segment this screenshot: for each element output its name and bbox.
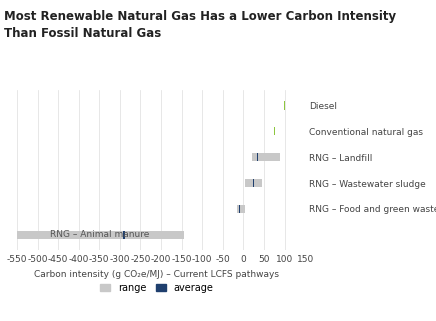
Bar [245,179,262,187]
Bar [17,231,184,239]
Bar [284,101,285,109]
Legend: range, average: range, average [97,279,217,297]
Bar [123,231,125,239]
Bar [237,205,245,213]
Text: Most Renewable Natural Gas Has a Lower Carbon Intensity
Than Fossil Natural Gas: Most Renewable Natural Gas Has a Lower C… [4,10,396,39]
Bar [274,127,275,135]
X-axis label: Carbon intensity (g CO₂e/MJ) – Current LCFS pathways: Carbon intensity (g CO₂e/MJ) – Current L… [34,270,279,279]
Bar [238,205,240,213]
Bar [257,153,259,161]
Bar [253,179,254,187]
Bar [252,153,280,161]
Text: RNG – Animal manure: RNG – Animal manure [50,230,149,239]
